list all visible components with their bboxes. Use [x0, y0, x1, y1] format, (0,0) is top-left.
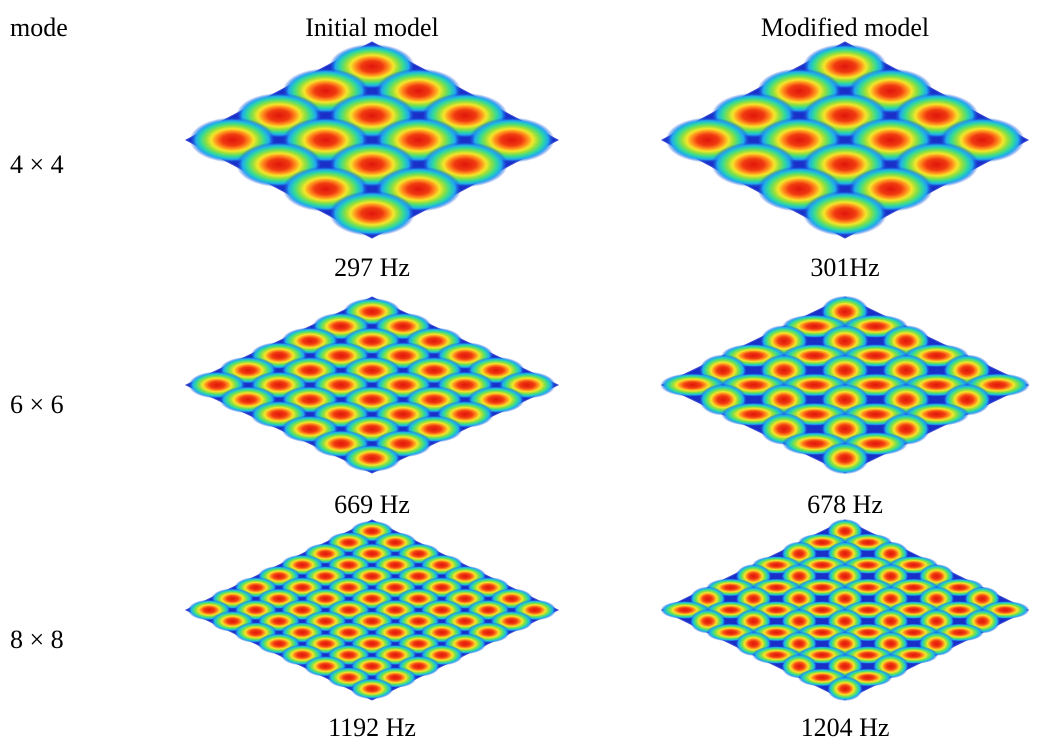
header-modified: Modified model: [761, 13, 929, 43]
mode-label: 8 × 8: [10, 625, 64, 655]
header-initial: Initial model: [305, 13, 439, 43]
frequency-modified: 1204 Hz: [801, 713, 890, 743]
mode-label: 4 × 4: [10, 150, 64, 180]
frequency-initial: 1192 Hz: [328, 713, 416, 743]
header-mode: mode: [10, 13, 68, 43]
frequency-initial: 297 Hz: [334, 253, 410, 283]
mode-lobe: [343, 445, 400, 472]
frequency-initial: 669 Hz: [334, 490, 410, 520]
frequency-modified: 301Hz: [810, 253, 879, 283]
mode-lobe: [827, 677, 863, 701]
mode-shapes: [0, 0, 1049, 744]
mode-lobe: [351, 678, 394, 699]
mode-label: 6 × 6: [10, 390, 64, 420]
frequency-modified: 678 Hz: [807, 490, 883, 520]
mode-lobe: [803, 191, 887, 236]
mode-lobe: [821, 442, 869, 474]
figure: mode Initial model Modified model 4 × 4 2…: [0, 0, 1049, 744]
mode-lobe: [329, 191, 415, 236]
